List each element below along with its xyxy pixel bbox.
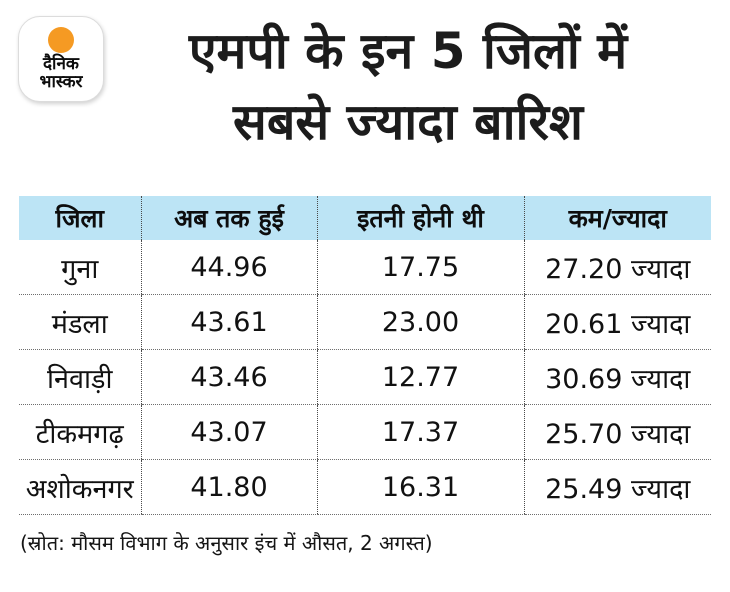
dainik-bhaskar-logo: दैनिक भास्कर bbox=[18, 16, 104, 102]
table-row: गुना 44.96 17.75 27.20 ज्यादा bbox=[19, 240, 711, 295]
district-cell: गुना bbox=[19, 240, 141, 295]
expected-cell: 17.37 bbox=[316, 404, 524, 460]
district-cell: निवाड़ी bbox=[19, 349, 141, 405]
table-row: मंडला 43.61 23.00 20.61 ज्यादा bbox=[19, 294, 711, 350]
diff-cell: 25.70 ज्यादा bbox=[523, 404, 711, 460]
expected-cell: 16.31 bbox=[316, 459, 524, 515]
title-line-2: सबसे ज्यादा बारिश bbox=[233, 93, 583, 151]
source-note: (स्रोत: मौसम विभाग के अनुसार इंच में औसत… bbox=[20, 531, 433, 555]
logo-line-1: दैनिक bbox=[43, 53, 79, 74]
diff-cell: 30.69 ज्यादा bbox=[523, 349, 711, 405]
diff-cell: 27.20 ज्यादा bbox=[523, 240, 711, 295]
so-far-cell: 41.80 bbox=[140, 459, 317, 515]
district-cell: टीकमगढ़ bbox=[19, 404, 141, 460]
table-header-row: जिला अब तक हुई इतनी होनी थी कम/ज्यादा bbox=[19, 196, 711, 240]
column-header-so-far: अब तक हुई bbox=[140, 196, 317, 240]
table-row: निवाड़ी 43.46 12.77 30.69 ज्यादा bbox=[19, 349, 711, 405]
expected-cell: 17.75 bbox=[316, 240, 524, 295]
page-title: एमपी के इन 5 जिलों में सबसे ज्यादा बारिश bbox=[104, 16, 712, 158]
column-header-diff: कम/ज्यादा bbox=[523, 196, 711, 240]
so-far-cell: 43.46 bbox=[140, 349, 317, 405]
district-cell: अशोकनगर bbox=[19, 459, 141, 515]
so-far-cell: 43.61 bbox=[140, 294, 317, 350]
district-cell: मंडला bbox=[19, 294, 141, 350]
diff-cell: 25.49 ज्यादा bbox=[523, 459, 711, 515]
expected-cell: 23.00 bbox=[316, 294, 524, 350]
column-header-district: जिला bbox=[19, 196, 141, 240]
column-header-expected: इतनी होनी थी bbox=[316, 196, 524, 240]
masthead: दैनिक भास्कर एमपी के इन 5 जिलों में सबसे… bbox=[0, 0, 730, 158]
sun-icon bbox=[48, 26, 74, 53]
table-row: टीकमगढ़ 43.07 17.37 25.70 ज्यादा bbox=[19, 404, 711, 460]
expected-cell: 12.77 bbox=[316, 349, 524, 405]
logo-wordmark: दैनिक भास्कर bbox=[39, 53, 83, 92]
logo-line-2: भास्कर bbox=[39, 71, 83, 92]
diff-cell: 20.61 ज्यादा bbox=[523, 294, 711, 350]
title-line-1: एमपी के इन 5 जिलों में bbox=[188, 22, 628, 80]
so-far-cell: 43.07 bbox=[140, 404, 317, 460]
table-row: अशोकनगर 41.80 16.31 25.49 ज्यादा bbox=[19, 459, 711, 515]
so-far-cell: 44.96 bbox=[140, 240, 317, 295]
rainfall-table: जिला अब तक हुई इतनी होनी थी कम/ज्यादा गु… bbox=[19, 196, 711, 515]
